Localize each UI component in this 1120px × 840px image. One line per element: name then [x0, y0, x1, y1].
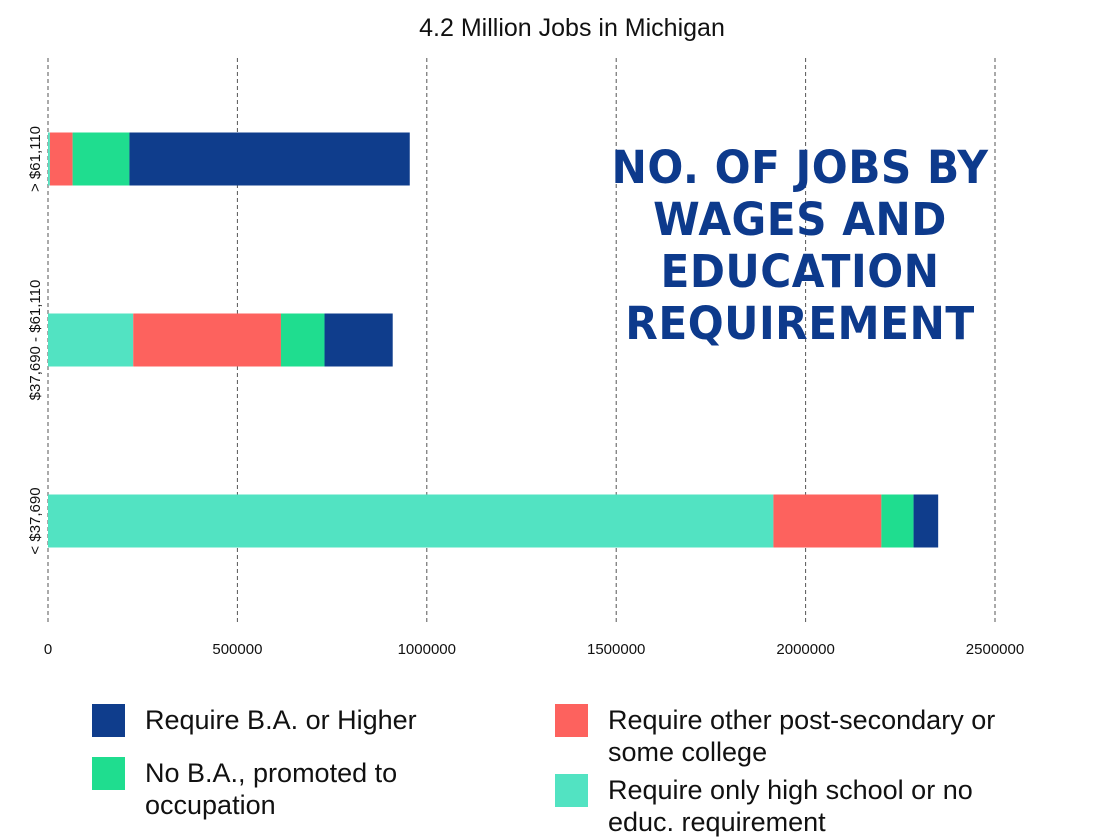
bar-segment	[773, 494, 882, 548]
headline: NO. OF JOBS BY WAGES AND EDUCATION REQUI…	[611, 141, 989, 350]
legend-label-post-secondary: Require other post-secondary or some col…	[608, 705, 996, 767]
chart-title: 4.2 Million Jobs in Michigan	[419, 14, 725, 42]
y-tick-label: > $61,110	[27, 126, 44, 192]
x-tick-label: 0	[44, 641, 52, 658]
bar-segment	[49, 132, 73, 186]
y-tick-label: $37,690 - $61,110	[27, 280, 44, 401]
legend-item-ba: Require B.A. or Higher	[92, 704, 492, 737]
x-tick-label: 1500000	[587, 641, 645, 658]
legend-swatch-high-school	[555, 774, 588, 807]
legend-swatch-post-secondary	[555, 704, 588, 737]
plot-area: 0 500000 1000000 1500000 2000000 2500000 > $61…	[27, 58, 1024, 658]
legend-item-promoted: No B.A., promoted to occupation	[92, 757, 512, 821]
bar-segment	[881, 494, 914, 548]
bar-segment	[913, 494, 939, 548]
bar-segment	[48, 494, 774, 548]
bar-segment	[133, 313, 281, 367]
legend-label-high-school: Require only high school or no educ. req…	[608, 775, 973, 837]
bar-segment	[324, 313, 393, 367]
legend-item-high-school: Require only high school or no educ. req…	[555, 774, 1005, 838]
bar-segment	[280, 313, 325, 367]
bar-segment	[48, 132, 50, 186]
legend-item-post-secondary: Require other post-secondary or some col…	[555, 704, 1005, 768]
x-tick-label: 500000	[212, 641, 262, 658]
bar-segment	[129, 132, 410, 186]
x-tick-label: 2000000	[776, 641, 834, 658]
legend-label-ba: Require B.A. or Higher	[145, 705, 417, 735]
x-tick-label: 2500000	[966, 641, 1024, 658]
legend-swatch-promoted	[92, 757, 125, 790]
x-tick-label: 1000000	[398, 641, 456, 658]
y-tick-label: < $37,690	[27, 487, 44, 554]
bar-segment	[48, 313, 134, 367]
bar-segment	[72, 132, 130, 186]
legend-swatch-ba	[92, 704, 125, 737]
legend-label-promoted: No B.A., promoted to occupation	[145, 758, 398, 820]
